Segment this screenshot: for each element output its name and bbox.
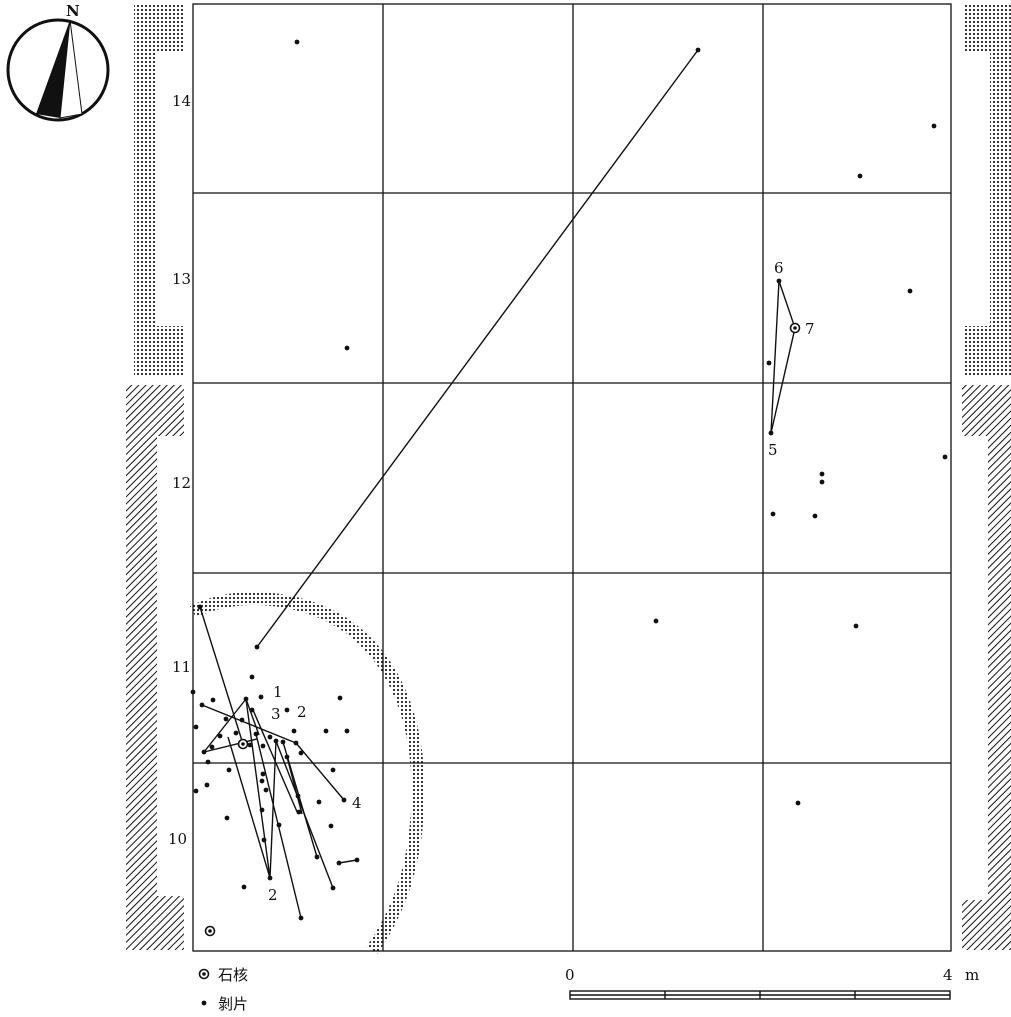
legend: 石核 剝片: [198, 966, 248, 1013]
legend-flake-label: 剝片: [218, 995, 248, 1013]
north-label: N: [66, 2, 80, 20]
row-label-14: 14: [172, 92, 191, 110]
core-marker: [237, 738, 249, 750]
wall-left-upper: [134, 4, 184, 376]
scale-bar: 0 4 m: [565, 966, 979, 1000]
legend-flake-symbol: [201, 1000, 207, 1006]
refit-label-5: 5: [768, 441, 778, 459]
refit-label-2b: 2: [268, 886, 278, 904]
north-arrow: N: [6, 2, 110, 122]
legend-core-label: 石核: [218, 966, 248, 984]
refit-label-1: 1: [273, 683, 283, 701]
row-labels: 14 13 12 11 10: [168, 92, 191, 848]
refit-labels: 1 2 3 2 4 5 6 7: [268, 259, 815, 904]
refit-label-7: 7: [805, 320, 815, 338]
core-marker: [789, 322, 801, 334]
north-arrow-needle-dark: [36, 20, 70, 118]
refit-label-2a: 2: [297, 703, 307, 721]
legend-core-symbol: [198, 968, 210, 980]
grid: [192, 3, 952, 952]
flakes: [190, 39, 948, 921]
row-label-13: 13: [172, 270, 191, 288]
refit-label-4: 4: [352, 794, 362, 812]
refit-lines: [199, 49, 796, 919]
scale-unit-label: m: [965, 966, 979, 984]
row-label-12: 12: [172, 474, 191, 492]
refit-label-3: 3: [271, 705, 281, 723]
wall-right-upper: [964, 4, 1011, 376]
north-arrow-needle-light: [59, 19, 83, 119]
cores: [204, 322, 801, 937]
row-label-11: 11: [172, 658, 191, 676]
scale-start-label: 0: [565, 966, 575, 984]
wall-right-lower: [962, 385, 1011, 950]
pit-outline: [189, 592, 425, 954]
scale-end-label: 4: [943, 966, 953, 984]
row-label-10: 10: [168, 830, 187, 848]
wall-left-lower: [126, 385, 184, 950]
core-marker: [204, 925, 216, 937]
refit-label-6: 6: [774, 259, 784, 277]
